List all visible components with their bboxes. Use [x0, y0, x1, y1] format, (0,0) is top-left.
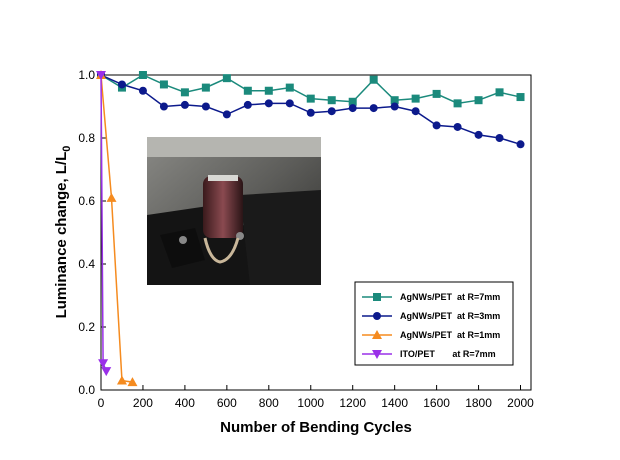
data-point — [327, 96, 336, 105]
data-point — [98, 359, 109, 369]
data-point — [243, 100, 252, 109]
data-point — [138, 71, 147, 79]
data-point — [306, 108, 315, 117]
legend-label: AgNWs/PET at R=1mm — [400, 330, 500, 340]
data-point — [432, 89, 441, 98]
data-point — [453, 99, 462, 108]
data-point — [495, 134, 504, 142]
data-point — [495, 88, 504, 97]
x-tick-label: 1800 — [465, 396, 492, 410]
data-point — [516, 140, 525, 149]
data-point — [138, 86, 147, 95]
data-point — [101, 367, 112, 377]
data-point — [159, 80, 168, 89]
y-axis-label-sub: 0 — [61, 146, 73, 152]
y-tick-label: 0.0 — [78, 383, 95, 397]
data-point — [516, 93, 525, 102]
legend-marker — [373, 312, 381, 320]
x-tick-label: 0 — [98, 396, 105, 410]
y-tick-label: 0.6 — [78, 194, 95, 208]
data-point — [201, 83, 210, 92]
data-point — [474, 96, 483, 105]
x-axis-label: Number of Bending Cycles — [220, 419, 412, 436]
legend-label: AgNWs/PET at R=7mm — [400, 292, 500, 302]
data-point — [264, 99, 273, 108]
data-point — [159, 102, 168, 111]
data-point — [127, 377, 138, 387]
inset-photo — [147, 137, 321, 285]
x-tick-label: 800 — [259, 396, 279, 410]
y-tick-label: 1.0 — [78, 68, 95, 82]
data-point — [474, 130, 483, 139]
y-tick-label: 0.2 — [78, 320, 95, 334]
data-point — [285, 83, 294, 92]
data-point — [222, 74, 231, 83]
x-tick-label: 600 — [217, 396, 237, 410]
data-point — [96, 71, 106, 80]
legend-label: ITO/PET at R=7mm — [400, 349, 496, 359]
data-point — [222, 110, 231, 119]
legend-marker — [372, 350, 382, 359]
x-tick-label: 2000 — [507, 396, 534, 410]
data-point — [264, 86, 273, 95]
data-point — [369, 104, 378, 113]
data-point — [369, 75, 378, 84]
legend-label: AgNWs/PET at R=3mm — [400, 311, 500, 321]
data-point — [285, 99, 294, 108]
y-axis-label: Luminance change, L/L0 — [53, 146, 73, 319]
data-point — [411, 107, 420, 116]
data-point — [201, 102, 210, 111]
x-tick-label: 400 — [175, 396, 195, 410]
plot-frame — [100, 74, 532, 391]
data-point — [180, 100, 189, 109]
data-point — [348, 97, 357, 106]
data-point — [106, 192, 117, 202]
x-tick-label: 1200 — [339, 396, 366, 410]
data-point — [180, 88, 189, 97]
y-tick-label: 0.4 — [78, 257, 95, 271]
data-point — [432, 121, 441, 130]
y-axis-label-main: Luminance change, L/L — [53, 152, 70, 319]
data-point — [117, 80, 126, 89]
x-tick-label: 200 — [133, 396, 153, 410]
legend-marker — [373, 293, 381, 301]
data-point — [411, 94, 420, 103]
data-point — [116, 375, 127, 385]
x-tick-label: 1000 — [297, 396, 324, 410]
data-point — [348, 104, 357, 113]
y-tick-label: 0.8 — [78, 131, 95, 145]
x-tick-label: 1400 — [381, 396, 408, 410]
x-tick-label: 1600 — [423, 396, 450, 410]
data-point — [306, 94, 315, 103]
data-point — [453, 122, 462, 131]
data-point — [390, 96, 399, 105]
data-point — [327, 107, 336, 116]
data-point — [390, 102, 399, 111]
data-point — [243, 86, 252, 95]
series-line — [100, 74, 133, 383]
legend-marker — [372, 330, 382, 339]
